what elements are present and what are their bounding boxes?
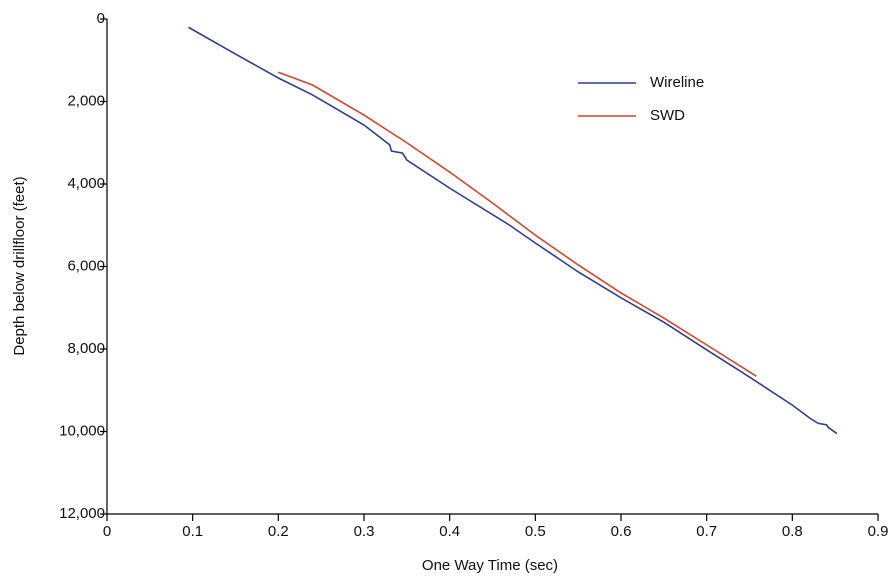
y-tick-label: 12,000 [59, 505, 105, 522]
x-tick-label: 0.5 [525, 523, 546, 540]
x-tick-label: 0.2 [268, 523, 289, 540]
y-tick-label: 2,000 [67, 92, 105, 109]
x-tick-label: 0.4 [439, 523, 460, 540]
x-tick-label: 0.7 [696, 523, 717, 540]
x-tick-label: 0.6 [611, 523, 632, 540]
x-axis-label: One Way Time (sec) [422, 557, 558, 574]
x-tick-label: 0.1 [182, 523, 203, 540]
y-tick-label: 0 [97, 10, 105, 27]
legend-label: Wireline [650, 74, 704, 91]
y-tick-label: 4,000 [67, 175, 105, 192]
y-tick-label: 6,000 [67, 257, 105, 274]
line [278, 71, 757, 377]
y-tick-label: 10,000 [59, 422, 105, 439]
x-tick-label: 0 [103, 523, 111, 540]
x-tick-label: 0.3 [354, 523, 375, 540]
line [187, 26, 838, 435]
y-tick-label: 8,000 [67, 340, 105, 357]
y-axis-label: Depth below drillfloor (feet) [11, 176, 28, 355]
legend-label: SWD [650, 107, 685, 124]
x-tick-label: 0.9 [868, 523, 889, 540]
x-tick-label: 0.8 [782, 523, 803, 540]
